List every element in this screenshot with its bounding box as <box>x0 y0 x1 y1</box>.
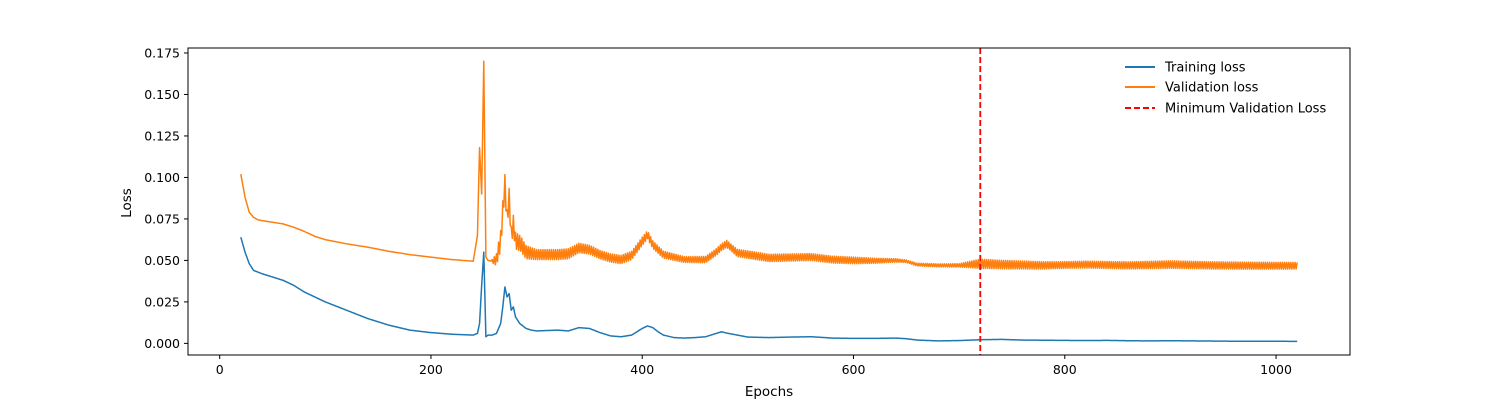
x-tick-label: 800 <box>1053 362 1077 377</box>
x-tick-label: 1000 <box>1260 362 1292 377</box>
y-tick-label: 0.125 <box>144 128 180 143</box>
y-tick-label: 0.075 <box>144 211 180 226</box>
y-tick-label: 0.175 <box>144 45 180 60</box>
plot-frame <box>187 47 1351 356</box>
x-tick-label: 600 <box>842 362 866 377</box>
y-tick-label: 0.025 <box>144 294 180 309</box>
x-axis-title: Epochs <box>745 384 793 400</box>
y-axis-title: Loss <box>119 188 135 218</box>
series-layer <box>240 48 1298 355</box>
legend-label-training-loss: Training loss <box>1164 61 1246 76</box>
y-axis: 0.000 0.025 0.050 0.075 0.100 0.125 0.150 0.175 <box>144 45 188 351</box>
x-tick-label: 0 <box>216 362 224 377</box>
y-tick-label: 0.150 <box>144 87 180 102</box>
series-line-training-loss <box>240 236 1298 343</box>
legend: Training loss Validation loss Minimum Va… <box>1125 61 1326 117</box>
series-line-validation-loss <box>240 60 1298 270</box>
x-axis: 0 200 400 600 800 1000 <box>216 355 1292 377</box>
x-tick-label: 200 <box>419 362 443 377</box>
y-tick-label: 0.000 <box>144 336 180 351</box>
x-tick-label: 400 <box>630 362 654 377</box>
legend-label-validation-loss: Validation loss <box>1165 81 1259 96</box>
y-tick-label: 0.100 <box>144 170 180 185</box>
y-tick-label: 0.050 <box>144 253 180 268</box>
legend-label-minimum-validation-loss: Minimum Validation Loss <box>1165 102 1326 117</box>
